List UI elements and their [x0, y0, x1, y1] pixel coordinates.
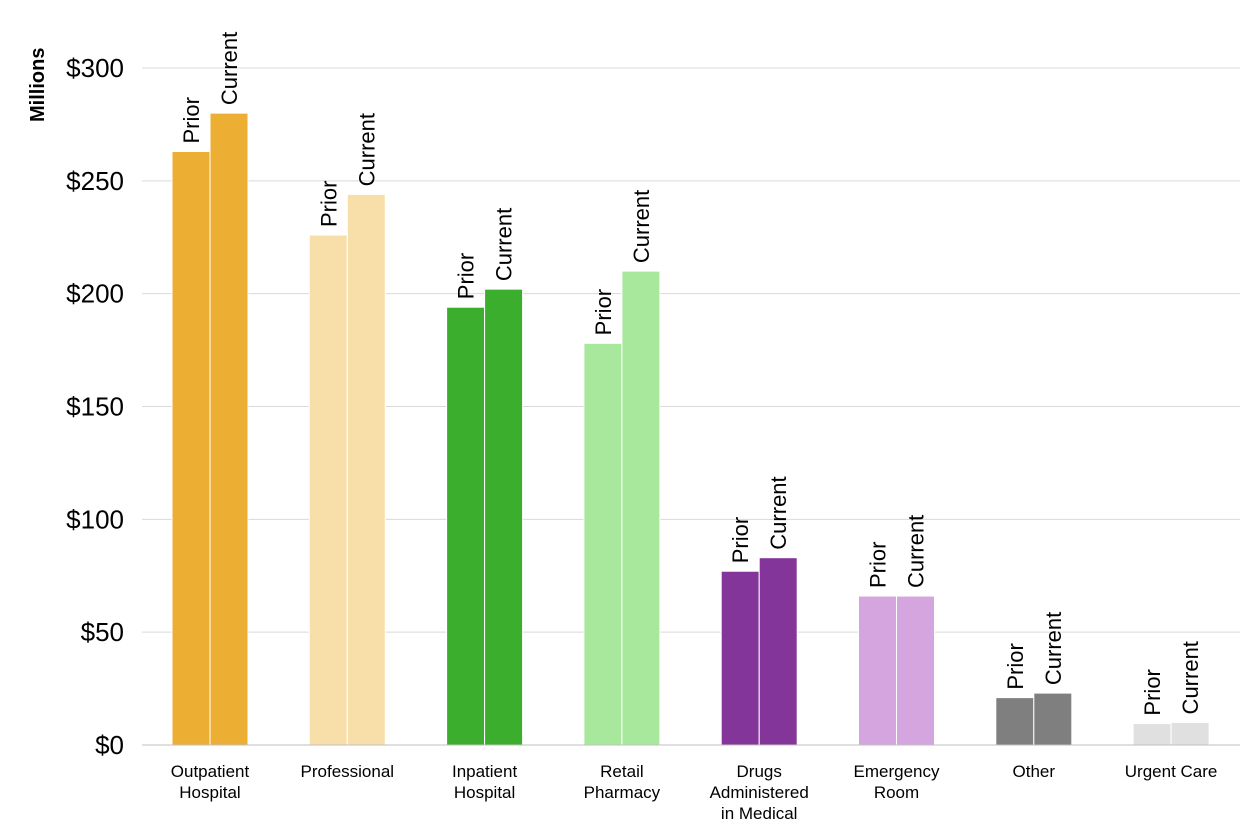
y-axis-ticks: $0 $50 $100 $150 $200 $250 $300: [66, 53, 124, 760]
bar-current: [758, 557, 798, 746]
bar-current: [484, 288, 524, 746]
y-tick-label: $100: [66, 504, 124, 534]
y-tick-label: $200: [66, 279, 124, 309]
x-tick-label: Emergency Room: [854, 762, 940, 802]
bar-label-prior: Prior: [866, 542, 891, 588]
bar-current: [209, 112, 249, 746]
y-tick-label: $0: [95, 730, 124, 760]
x-tick-label: Urgent Care: [1125, 762, 1218, 781]
x-tick-label: Outpatient Hospital: [171, 762, 250, 802]
bar-label-prior: Prior: [179, 97, 204, 143]
x-tick-label: Professional: [301, 762, 395, 781]
bar-current: [896, 595, 935, 746]
bar-prior: [720, 570, 760, 746]
bar-label-current: Current: [217, 32, 242, 105]
bar-labels: Prior Current Prior Current Prior Current Prio…: [179, 32, 1203, 716]
x-axis-ticks: Outpatient Hospital Professional Inpatient H…: [171, 762, 1218, 823]
y-tick-label: $50: [81, 617, 124, 647]
bar-prior: [858, 595, 897, 746]
bar-label-prior: Prior: [1003, 643, 1028, 689]
bar-label-prior: Prior: [1140, 669, 1165, 715]
x-tick-label: Inpatient Hospital: [452, 762, 517, 802]
bar-label-current: Current: [492, 208, 517, 281]
x-tick-label: Drugs Administered in Medical: [710, 762, 809, 823]
bar-prior: [995, 697, 1035, 746]
y-tick-label: $300: [66, 53, 124, 83]
bar-label-current: Current: [904, 515, 929, 588]
bar-label-prior: Prior: [454, 253, 479, 299]
bar-prior: [446, 306, 486, 746]
bar-current: [1033, 692, 1073, 746]
y-tick-label: $250: [66, 166, 124, 196]
x-tick-label: Other: [1013, 762, 1056, 781]
y-tick-label: $150: [66, 392, 124, 422]
bar-prior: [171, 150, 211, 746]
y-axis-title: Millions: [27, 48, 49, 122]
bar-label-current: Current: [354, 113, 379, 186]
bar-label-prior: Prior: [591, 289, 616, 335]
bar-label-prior: Prior: [316, 181, 341, 227]
bar-prior: [1132, 723, 1172, 746]
bar-label-prior: Prior: [728, 517, 753, 563]
bar-prior: [308, 234, 348, 746]
bar-label-current: Current: [629, 190, 654, 263]
bar-label-current: Current: [1041, 612, 1066, 685]
gridlines: [142, 67, 1240, 633]
bar-current: [1170, 721, 1210, 746]
bar-label-current: Current: [766, 476, 791, 549]
bar-label-current: Current: [1178, 641, 1203, 714]
bar-prior: [583, 342, 623, 746]
bar-current: [621, 270, 661, 746]
x-tick-label: Retail Pharmacy: [584, 762, 661, 802]
bars: [171, 112, 1210, 746]
bar-current: [346, 193, 386, 746]
